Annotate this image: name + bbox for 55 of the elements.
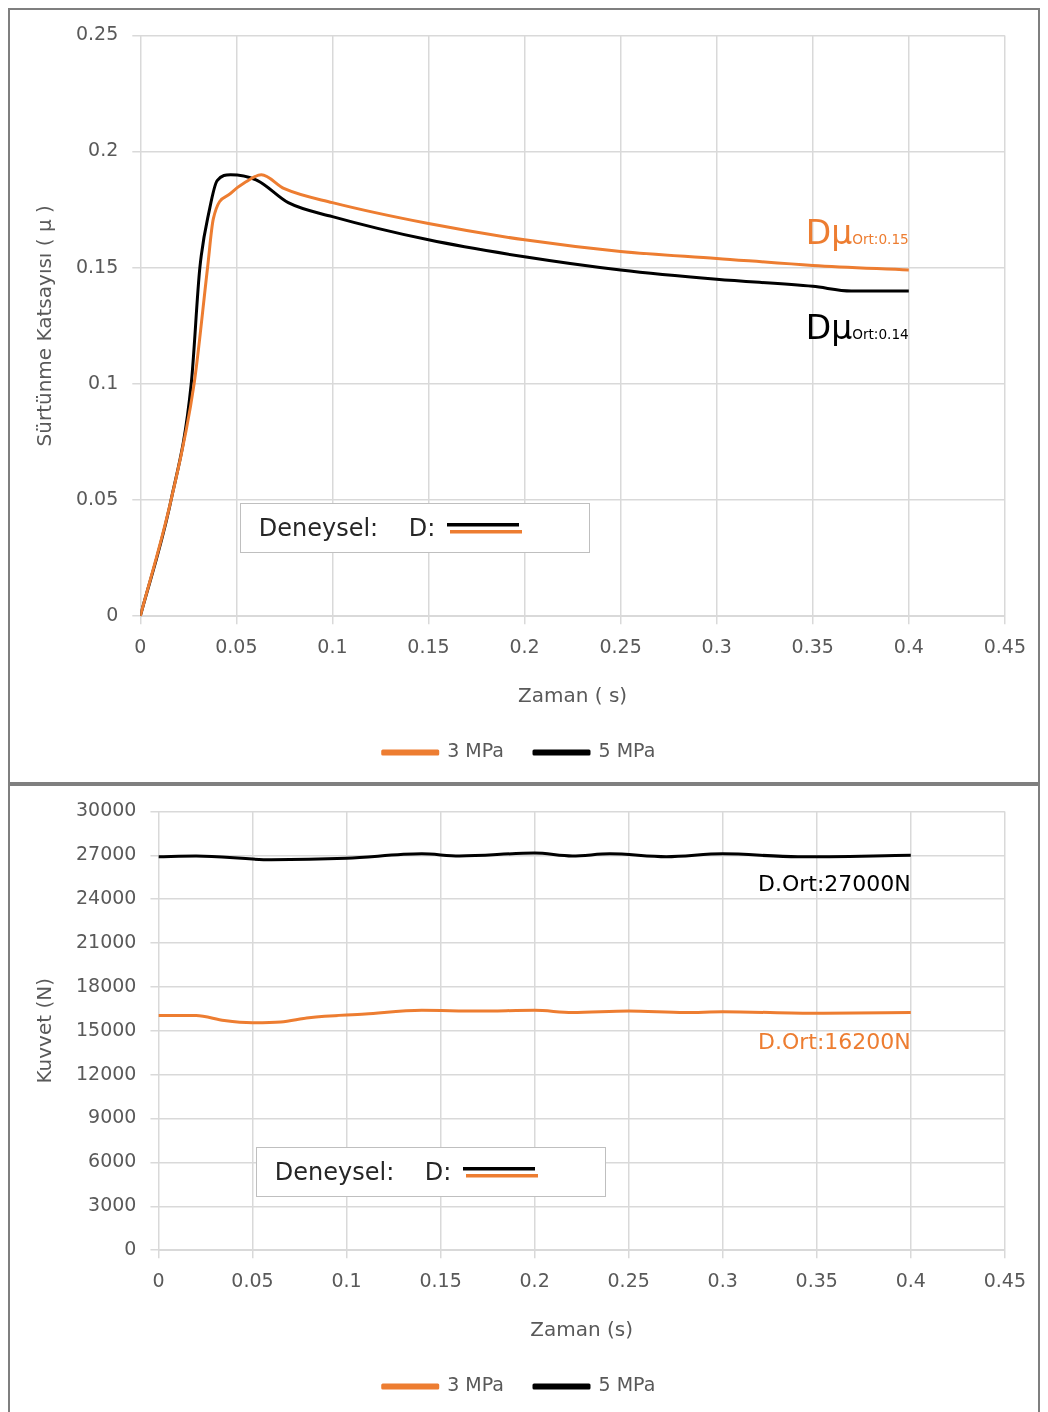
x-tick-label: 0.3 <box>701 634 732 657</box>
x-axis-title: Zaman (s) <box>530 1317 634 1342</box>
y-tick-label: 6000 <box>88 1149 137 1172</box>
annotation: Deneysel: D: <box>258 513 436 542</box>
y-tick-label: 24000 <box>75 886 137 909</box>
x-tick-label: 0.45 <box>983 634 1026 657</box>
x-tick-label: 0.25 <box>599 634 642 657</box>
note-box: Deneysel: D: <box>239 502 591 553</box>
x-tick-label: 0.35 <box>795 1268 838 1291</box>
y-tick-label: 12000 <box>75 1061 137 1084</box>
x-tick-label: 0.1 <box>331 1268 362 1291</box>
y-tick-label: 0.15 <box>75 254 119 277</box>
y-tick-label: 27000 <box>75 842 137 865</box>
x-tick-label: 0.4 <box>895 1268 926 1291</box>
annotation: Deneysel: D: <box>274 1158 452 1187</box>
x-tick-label: 0.2 <box>519 1268 550 1291</box>
legend-label: 5 MPa <box>598 1373 656 1396</box>
x-tick-label: 0 <box>152 1268 165 1291</box>
line-series <box>140 173 911 617</box>
x-tick-label: 0.45 <box>983 1268 1026 1291</box>
y-tick-label: 0.2 <box>88 138 119 161</box>
x-tick-label: 0.05 <box>231 1268 274 1291</box>
y-tick-label: 0 <box>124 1237 137 1260</box>
y-tick-label: 3000 <box>88 1193 137 1216</box>
x-tick-label: 0.1 <box>317 634 348 657</box>
y-tick-label: 18000 <box>75 973 137 996</box>
note-box: Deneysel: D: <box>255 1147 607 1198</box>
line-series <box>158 1008 913 1025</box>
x-tick-label: 0.4 <box>893 634 924 657</box>
annotation: D.Ort:16200N <box>758 1029 911 1055</box>
x-tick-label: 0.2 <box>509 634 540 657</box>
x-axis-title: Zaman ( s) <box>518 683 628 708</box>
y-tick-label: 30000 <box>75 798 137 821</box>
y-tick-label: 0 <box>106 603 119 626</box>
y-tick-label: 0.05 <box>75 486 119 509</box>
annotation: DμOrt:0.14 <box>805 307 909 347</box>
annotation: D.Ort:27000N <box>758 871 911 897</box>
y-tick-label: 0.25 <box>75 22 119 45</box>
legend-label: 3 MPa <box>447 1373 505 1396</box>
y-tick-label: 15000 <box>75 1017 137 1040</box>
line-series <box>158 851 913 862</box>
y-tick-label: 9000 <box>88 1105 137 1128</box>
x-tick-label: 0.15 <box>407 634 450 657</box>
x-tick-label: 0.25 <box>607 1268 650 1291</box>
x-tick-label: 0.05 <box>215 634 258 657</box>
annotation: DμOrt:0.15 <box>805 212 909 252</box>
x-tick-label: 0.3 <box>707 1268 738 1291</box>
legend-label: 3 MPa <box>447 739 505 762</box>
x-tick-label: 0.15 <box>419 1268 462 1291</box>
y-axis-title: Kuvvet (N) <box>32 978 57 1084</box>
y-axis-title: Sürtünme Katsayısı ( μ ) <box>32 205 57 447</box>
legend-label: 5 MPa <box>598 739 656 762</box>
y-tick-label: 21000 <box>75 929 137 952</box>
y-tick-label: 0.1 <box>88 370 119 393</box>
x-tick-label: 0.35 <box>791 634 834 657</box>
